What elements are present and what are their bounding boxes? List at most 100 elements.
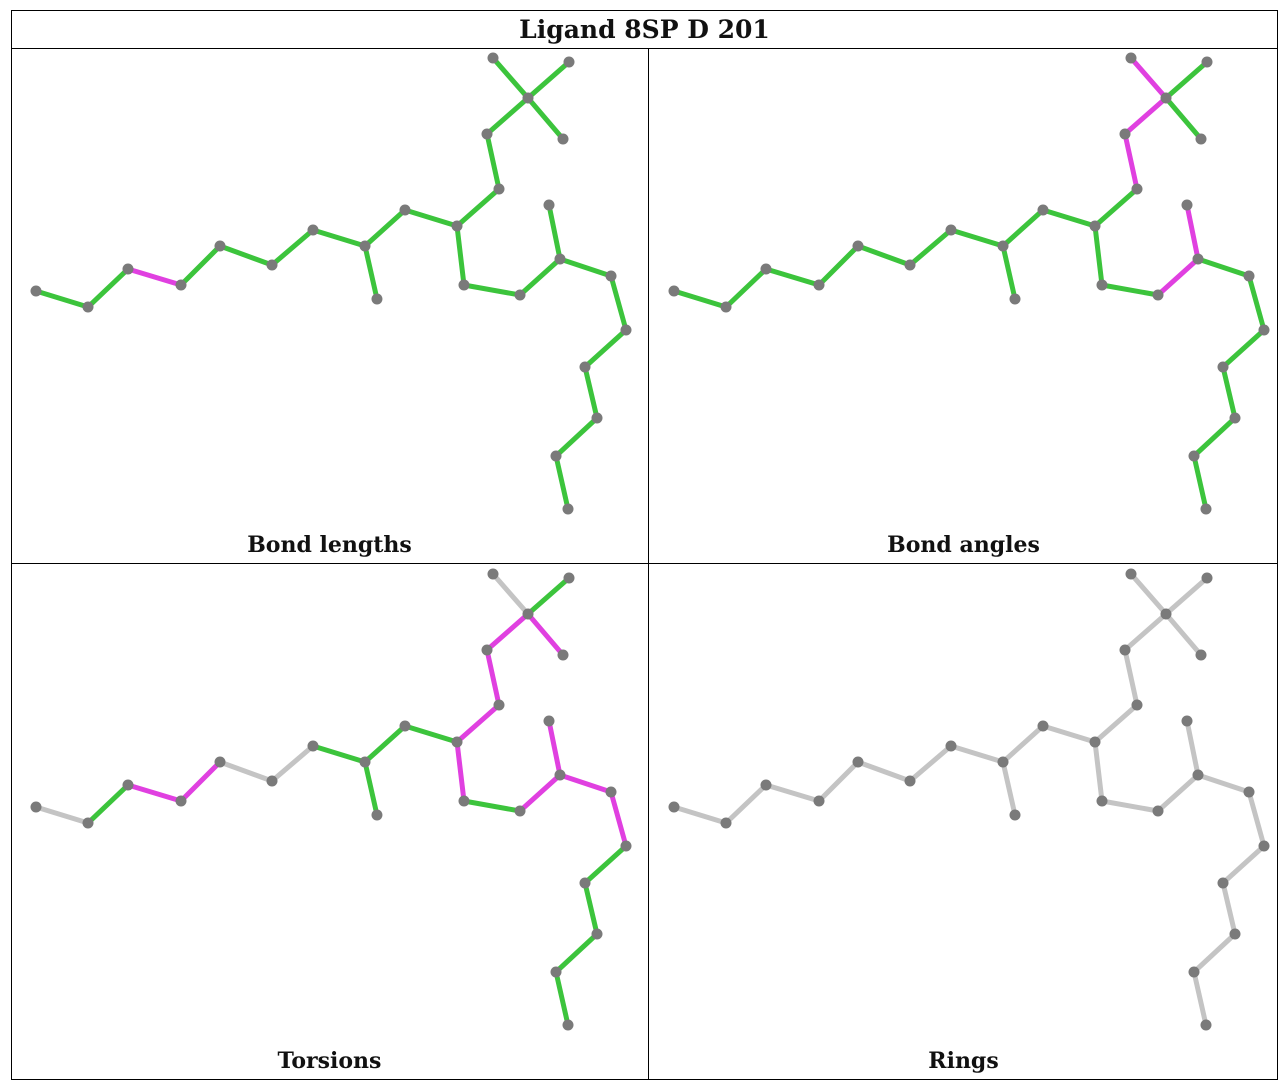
atom-23 <box>1217 877 1229 889</box>
bond-17 <box>1099 798 1161 814</box>
bond-22 <box>582 843 629 886</box>
atom-15 <box>563 572 575 584</box>
atom-5 <box>266 259 278 271</box>
bond-8 <box>1000 723 1046 765</box>
panel-torsions: Torsions <box>11 564 648 1080</box>
atom-17 <box>458 279 470 291</box>
atom-25 <box>550 966 562 978</box>
atom-2 <box>122 779 134 791</box>
bond-17 <box>461 798 523 814</box>
bond-5 <box>907 743 954 784</box>
molecule-rings <box>668 568 1270 1031</box>
bond-24 <box>553 415 600 459</box>
atom-9 <box>1037 720 1049 732</box>
atom-5 <box>266 775 278 787</box>
atom-10 <box>451 220 463 232</box>
atom-4 <box>214 756 226 768</box>
atom-7 <box>359 756 371 768</box>
atom-14 <box>487 52 499 64</box>
bond-21 <box>1246 273 1267 333</box>
atom-7 <box>997 240 1009 252</box>
atom-2 <box>122 263 134 275</box>
atom-6 <box>307 224 319 236</box>
atom-3 <box>175 795 187 807</box>
atom-18 <box>1152 805 1164 817</box>
atom-16 <box>557 133 569 145</box>
bond-25 <box>1191 969 1209 1028</box>
atom-24 <box>591 928 603 940</box>
atom-0 <box>668 801 680 813</box>
bond-3 <box>816 759 861 804</box>
bond-14 <box>525 59 572 101</box>
atom-6 <box>945 224 957 236</box>
atom-1 <box>720 817 732 829</box>
bond-15 <box>525 611 566 658</box>
atom-8 <box>1009 809 1021 821</box>
bond-11 <box>1122 131 1140 192</box>
atom-4 <box>852 756 864 768</box>
atom-25 <box>1188 966 1200 978</box>
bond-7 <box>1000 243 1018 302</box>
atom-10 <box>1089 736 1101 748</box>
bond-1 <box>723 782 769 826</box>
atom-8 <box>1009 293 1021 305</box>
bond-10 <box>1092 702 1140 745</box>
atom-9 <box>399 720 411 732</box>
bond-21 <box>608 273 629 333</box>
atom-10 <box>1089 220 1101 232</box>
caption-bond-lengths: Bond lengths <box>247 532 412 558</box>
bond-20 <box>557 772 614 795</box>
bond-6 <box>948 227 1006 249</box>
bond-15 <box>525 95 566 142</box>
atom-12 <box>1119 128 1131 140</box>
bond-22 <box>1220 843 1267 886</box>
bond-5 <box>269 227 316 268</box>
bond-0 <box>671 288 729 310</box>
bond-9 <box>402 207 460 229</box>
bond-16 <box>1092 739 1105 804</box>
bond-25 <box>1191 453 1209 512</box>
bond-6 <box>948 743 1006 765</box>
atom-21 <box>1243 270 1255 282</box>
bond-2 <box>125 782 184 804</box>
atom-15 <box>1201 56 1213 68</box>
bond-15 <box>1163 611 1204 658</box>
bond-25 <box>553 969 571 1028</box>
atom-13 <box>1160 92 1172 104</box>
atom-20 <box>1181 715 1193 727</box>
atom-24 <box>1229 928 1241 940</box>
bond-15 <box>1163 95 1204 142</box>
bond-4 <box>855 759 913 784</box>
bond-19 <box>546 718 563 778</box>
bond-22 <box>582 327 629 370</box>
atom-20 <box>543 715 555 727</box>
bond-10 <box>1092 186 1140 229</box>
bond-11 <box>484 131 502 192</box>
bond-23 <box>582 880 600 937</box>
panel-rings: Rings <box>649 564 1278 1080</box>
bond-18 <box>517 772 563 814</box>
atom-12 <box>481 128 493 140</box>
atom-6 <box>307 740 319 752</box>
atom-24 <box>1229 412 1241 424</box>
atom-13 <box>522 92 534 104</box>
bond-14 <box>525 575 572 617</box>
divider-horizontal <box>11 563 1278 564</box>
panel-bond-angles: Bond angles <box>649 48 1278 563</box>
caption-rings: Rings <box>928 1048 999 1074</box>
bond-11 <box>484 647 502 708</box>
bond-10 <box>454 186 502 229</box>
bond-7 <box>1000 759 1018 818</box>
bond-1 <box>723 266 769 310</box>
bond-16 <box>1092 223 1105 288</box>
atom-21 <box>605 786 617 798</box>
atom-26 <box>562 1019 574 1031</box>
atom-7 <box>997 756 1009 768</box>
bond-17 <box>461 282 523 298</box>
molecule-bond-angles <box>668 52 1270 515</box>
atom-18 <box>514 289 526 301</box>
atom-20 <box>1181 199 1193 211</box>
bond-22 <box>1220 327 1267 370</box>
atom-10 <box>451 736 463 748</box>
atom-24 <box>591 412 603 424</box>
